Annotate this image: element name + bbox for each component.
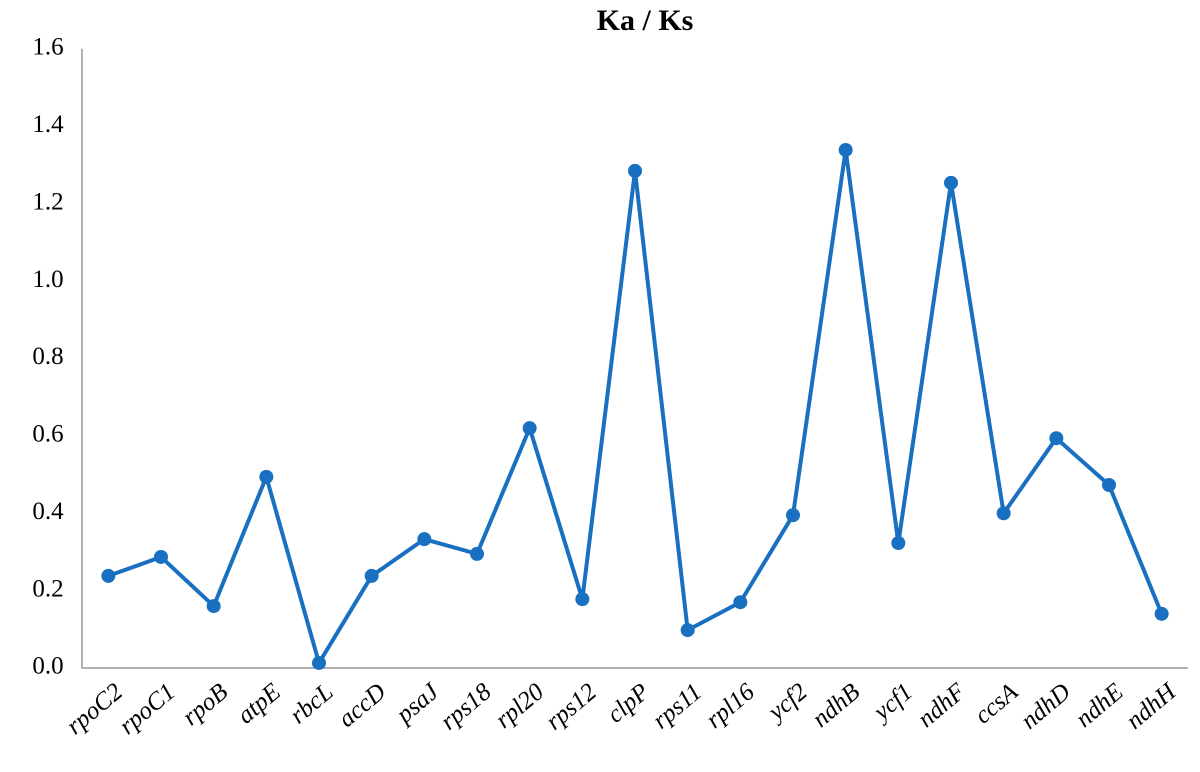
y-tick-label: 1.4 [32,111,64,138]
x-tick-label: accD [333,678,391,733]
x-tick-label: ndhE [1071,678,1129,733]
x-tick-label: atpE [232,678,286,729]
x-tick-label: ycf1 [866,678,918,727]
chart-title: Ka / Ks [597,4,694,37]
point [733,595,748,610]
y-tick-label: 0.8 [32,343,63,370]
point [522,421,537,436]
x-tick-label: rpl16 [701,678,760,734]
point [417,532,432,547]
x-tick-label: rps18 [436,678,497,736]
x-tick-label: rpoC1 [114,678,180,740]
x-tick-label: ndhH [1121,677,1182,735]
x-tick-label: rbcL [285,678,339,729]
point [259,469,274,484]
point [680,623,695,638]
x-tick-label: ycf2 [761,678,813,727]
point [944,175,958,190]
y-tick-label: 0.0 [32,653,63,680]
x-tick-label: ndhD [1016,678,1076,734]
point [838,142,853,157]
x-tick-label: rpoB [178,678,234,731]
point [101,568,116,583]
series-line [107,147,1164,665]
point [996,506,1011,521]
point [154,549,168,564]
y-tick-label: 0.4 [32,498,64,525]
point [891,536,906,551]
x-tick-label: ndhF [913,678,971,733]
x-tick-label: rpl20 [490,678,549,734]
x-tick-label: rps11 [648,678,708,734]
y-tick-label: 1.0 [32,266,63,293]
y-tick-label: 1.6 [32,34,63,61]
x-tick-label: psaJ [390,677,445,730]
y-tick-label: 0.6 [32,421,63,448]
point [1154,606,1169,621]
point [1102,478,1116,493]
point [364,568,379,583]
point [1049,431,1064,446]
point [470,546,484,561]
x-tick-label: ndhB [807,678,865,733]
point [786,508,800,523]
y-tick-label: 0.2 [32,575,63,602]
y-tick-label: 1.2 [32,188,63,215]
x-tick-label: clpP [602,678,654,728]
point [575,592,590,607]
x-tick-label: ccsA [970,678,1024,729]
point [628,163,642,178]
x-tick-label: rpoC2 [62,678,128,740]
point [206,599,221,614]
x-tick-label: rps12 [541,678,602,735]
point [312,655,326,670]
